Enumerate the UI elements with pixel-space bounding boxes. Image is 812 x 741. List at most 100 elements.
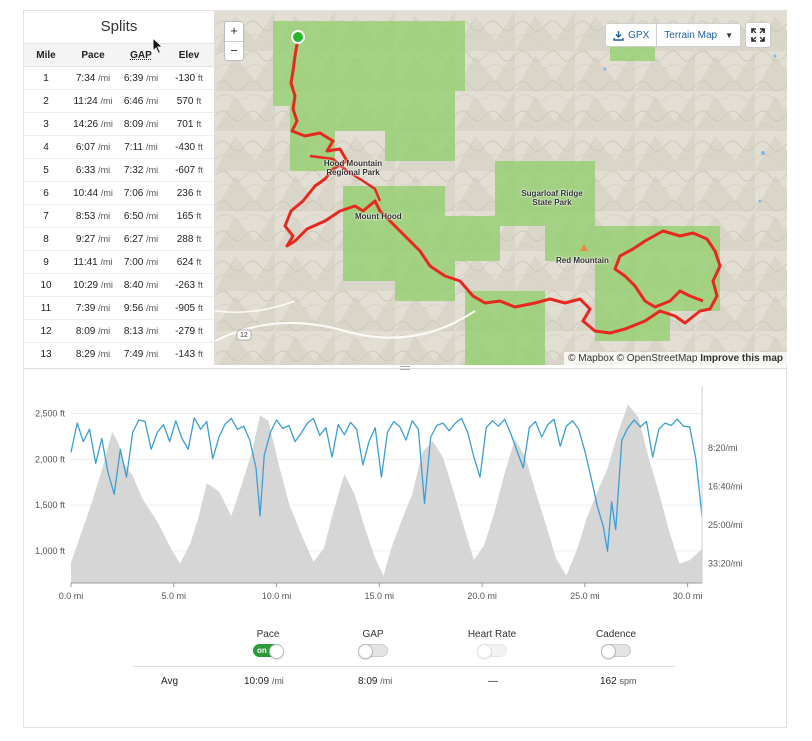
split-pace-value: 11:24 xyxy=(73,95,98,107)
split-pace-value: 10:29 xyxy=(73,279,99,291)
y-left-tick-label: 1,000 ft xyxy=(35,546,66,556)
split-pace: 9:27 /mi xyxy=(68,227,118,251)
split-elev-value: -263 xyxy=(175,279,196,291)
split-elev-unit: ft xyxy=(197,325,203,336)
start-marker xyxy=(291,30,305,44)
split-gap-unit: /mi xyxy=(146,95,159,106)
route-map[interactable]: Hood Mountain Regional Park Mount Hood S… xyxy=(215,11,787,365)
split-pace-value: 8:29 xyxy=(75,348,96,360)
split-gap-value: 6:39 xyxy=(123,72,144,84)
split-row[interactable]: 12 8:09 /mi 8:13 /mi -279 ft xyxy=(24,319,214,343)
split-pace: 7:39 /mi xyxy=(68,296,118,320)
split-gap-value: 6:50 xyxy=(123,210,144,222)
x-tick-label: 10.0 mi xyxy=(262,591,292,601)
split-mile-value: 2 xyxy=(43,95,49,107)
split-gap-value: 7:32 xyxy=(123,164,144,176)
mapbox-attribution-link[interactable]: © Mapbox xyxy=(568,353,614,364)
split-pace-unit: /mi xyxy=(98,72,111,83)
split-elev: -607 ft xyxy=(164,158,214,182)
split-mile-value: 1 xyxy=(43,72,49,84)
heart-rate-toggle-label: Heart Rate xyxy=(467,629,517,640)
split-pace: 8:53 /mi xyxy=(68,204,118,228)
split-elev-value: 236 xyxy=(176,187,194,199)
split-mile-value: 6 xyxy=(43,187,49,199)
split-pace-unit: /mi xyxy=(98,302,111,313)
split-mile: 6 xyxy=(24,181,68,205)
split-row[interactable]: 5 6:33 /mi 7:32 /mi -607 ft xyxy=(24,158,214,182)
split-gap-value: 6:46 xyxy=(123,95,144,107)
elevation-area xyxy=(71,404,702,583)
split-gap-unit: /mi xyxy=(146,72,159,83)
split-elev-unit: ft xyxy=(197,302,203,313)
split-pace: 10:44 /mi xyxy=(68,181,118,205)
label-sugarloaf: Sugarloaf Ridge State Park xyxy=(521,189,583,207)
split-row[interactable]: 6 10:44 /mi 7:06 /mi 236 ft xyxy=(24,181,214,205)
split-pace: 14:26 /mi xyxy=(68,112,118,136)
split-row[interactable]: 9 11:41 /mi 7:00 /mi 624 ft xyxy=(24,250,214,274)
osm-attribution-link[interactable]: © OpenStreetMap xyxy=(616,353,698,364)
improve-map-link[interactable]: Improve this map xyxy=(700,353,783,364)
split-gap: 8:09 /mi xyxy=(118,112,164,136)
split-elev-value: -607 xyxy=(175,164,196,176)
split-mile-value: 7 xyxy=(43,210,49,222)
split-pace-unit: /mi xyxy=(100,187,113,198)
x-tick-label: 30.0 mi xyxy=(673,591,703,601)
split-mile: 3 xyxy=(24,112,68,136)
split-pace-unit: /mi xyxy=(98,210,111,221)
averages-divider xyxy=(133,666,675,667)
split-pace: 11:24 /mi xyxy=(68,89,118,113)
split-pace: 11:41 /mi xyxy=(68,250,118,274)
split-row[interactable]: 1 7:34 /mi 6:39 /mi -130 ft xyxy=(24,66,214,90)
split-mile-value: 4 xyxy=(43,141,49,153)
col-pace: Pace xyxy=(68,43,118,67)
pace-line xyxy=(70,417,703,552)
fullscreen-button[interactable] xyxy=(745,22,771,48)
split-row[interactable]: 11 7:39 /mi 9:56 /mi -905 ft xyxy=(24,296,214,320)
split-pace-unit: /mi xyxy=(100,118,113,129)
split-pace: 8:09 /mi xyxy=(68,319,118,343)
heart-rate-toggle-knob xyxy=(477,644,492,659)
elevation-pace-chart[interactable]: 2,500 ft 2,000 ft 1,500 ft 1,000 ft 8:20/mi 1… xyxy=(24,372,764,607)
split-row[interactable]: 13 8:29 /mi 7:49 /mi -143 ft xyxy=(24,342,214,365)
split-row[interactable]: 8 9:27 /mi 6:27 /mi 288 ft xyxy=(24,227,214,251)
avg-gap-unit: /mi xyxy=(380,676,393,686)
split-elev-unit: ft xyxy=(196,233,202,244)
split-pace: 6:33 /mi xyxy=(68,158,118,182)
route-12-shield xyxy=(236,329,252,341)
split-mile-value: 11 xyxy=(40,302,52,314)
split-gap: 7:06 /mi xyxy=(118,181,164,205)
split-row[interactable]: 3 14:26 /mi 8:09 /mi 701 ft xyxy=(24,112,214,136)
split-row[interactable]: 4 6:07 /mi 7:11 /mi -430 ft xyxy=(24,135,214,159)
col-gap-label[interactable]: GAP xyxy=(130,49,152,61)
split-row[interactable]: 7 8:53 /mi 6:50 /mi 165 ft xyxy=(24,204,214,228)
gpx-download-button[interactable]: GPX xyxy=(605,23,658,47)
split-row[interactable]: 2 11:24 /mi 6:46 /mi 570 ft xyxy=(24,89,214,113)
col-mile: Mile xyxy=(24,43,68,67)
resize-handle[interactable] xyxy=(400,366,410,370)
pace-toggle-group: Pace on xyxy=(218,629,318,662)
y-right-tick-label: 16:40/mi xyxy=(708,481,743,491)
heart-rate-toggle[interactable] xyxy=(477,644,507,659)
col-elev: Elev xyxy=(164,43,214,67)
zoom-in-button[interactable]: + xyxy=(230,23,238,38)
split-mile: 1 xyxy=(24,66,68,90)
split-gap: 7:32 /mi xyxy=(118,158,164,182)
split-mile-value: 3 xyxy=(43,118,49,130)
cadence-toggle[interactable] xyxy=(601,644,631,659)
split-mile: 11 xyxy=(24,296,68,320)
split-elev-unit: ft xyxy=(196,210,202,221)
map-type-dropdown[interactable]: Terrain Map ▼ xyxy=(657,23,741,47)
panel-divider xyxy=(24,368,787,369)
split-gap: 7:11 /mi xyxy=(118,135,164,159)
zoom-out-button[interactable]: − xyxy=(225,41,243,60)
gap-toggle[interactable] xyxy=(358,644,388,659)
avg-label: Avg xyxy=(161,676,179,687)
split-pace-unit: /mi xyxy=(98,325,111,336)
split-gap-unit: /mi xyxy=(146,325,159,336)
split-gap: 6:39 /mi xyxy=(118,66,164,90)
split-row[interactable]: 10 10:29 /mi 8:40 /mi -263 ft xyxy=(24,273,214,297)
split-gap-unit: /mi xyxy=(146,187,159,198)
split-pace-value: 7:39 xyxy=(75,302,96,314)
pace-toggle[interactable]: on xyxy=(253,644,284,659)
split-gap-unit: /mi xyxy=(145,141,158,152)
